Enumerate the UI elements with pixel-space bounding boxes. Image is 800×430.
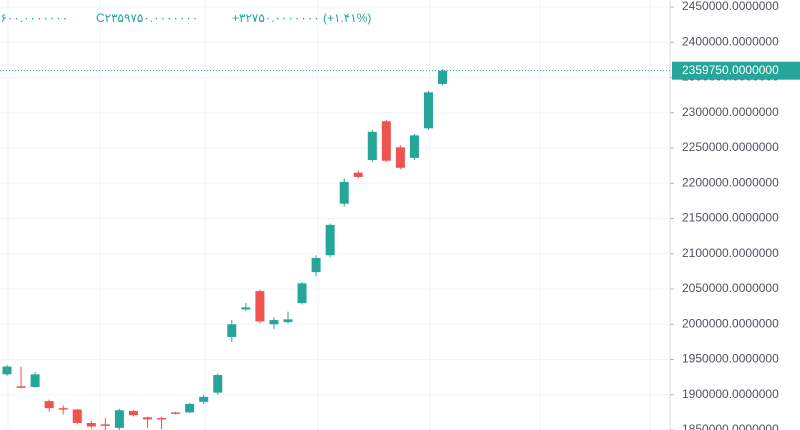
candle-body — [86, 422, 96, 427]
candle-body — [283, 319, 293, 323]
y-tick-label: 1850000.0000000 — [682, 422, 779, 430]
legend-value: ۱۶۰۰.۰۰۰۰۰۰۰ — [0, 11, 68, 25]
candle-body — [339, 181, 349, 204]
candle-body — [353, 172, 363, 177]
candle-body — [381, 121, 391, 161]
candle-body — [213, 375, 223, 393]
last-price-label: 2359750.0000000 — [682, 63, 779, 77]
y-tick-label: 1900000.0000000 — [682, 387, 779, 401]
candle-body — [143, 417, 152, 420]
candle-body — [311, 258, 321, 273]
candle-body — [30, 374, 40, 387]
candle-body — [2, 366, 12, 375]
y-tick-label: 2300000.0000000 — [682, 105, 779, 119]
legend-value: C۲۳۵۹۷۵۰.۰۰۰۰۰۰۰ — [96, 11, 198, 25]
y-tick-label: 2150000.0000000 — [682, 211, 779, 225]
legend-value: +۳۲۷۵۰.۰۰۰۰۰۰۰ (+۱.۴۱%) — [232, 11, 371, 25]
candle-body — [199, 396, 209, 402]
candle-body — [269, 320, 279, 325]
y-tick-label: 2100000.0000000 — [682, 246, 779, 260]
candle-body — [255, 291, 265, 322]
candle-body — [367, 131, 377, 161]
y-tick-label: 2200000.0000000 — [682, 175, 779, 189]
y-tick-label: 2250000.0000000 — [682, 140, 779, 154]
candle-body — [241, 307, 251, 310]
y-tick-label: 2050000.0000000 — [682, 281, 779, 295]
candle-body — [157, 418, 167, 420]
candle-body — [424, 92, 433, 129]
candle-body — [114, 410, 124, 428]
candle-body — [409, 135, 419, 158]
candle-body — [171, 412, 181, 414]
candle-body — [325, 224, 335, 256]
candle-body — [297, 283, 307, 304]
candle-body — [185, 403, 195, 413]
y-tick-label: 2450000.0000000 — [682, 0, 779, 13]
candle-body — [72, 409, 82, 423]
candle-body — [100, 424, 110, 426]
candle-body — [227, 324, 237, 337]
y-tick-label: 1950000.0000000 — [682, 352, 779, 366]
candle-body — [438, 70, 448, 84]
candle-body — [395, 147, 405, 168]
candle-body — [44, 401, 54, 409]
y-tick-label: 2400000.0000000 — [682, 34, 779, 48]
y-tick-label: 2000000.0000000 — [682, 316, 779, 330]
candle-body — [128, 410, 138, 416]
last-price-box — [672, 61, 800, 80]
candle-body — [16, 386, 26, 388]
vertical-grid — [7, 0, 651, 430]
candle-body — [58, 408, 68, 410]
